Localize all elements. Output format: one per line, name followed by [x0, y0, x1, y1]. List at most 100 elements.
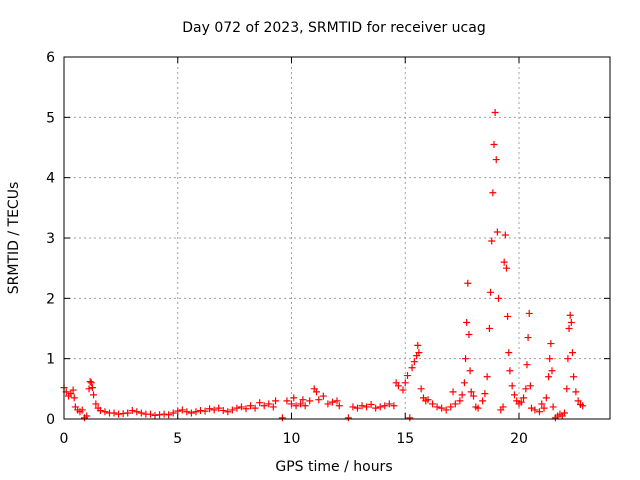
data-point: [504, 312, 512, 320]
data-point: [465, 331, 473, 339]
data-point: [283, 397, 291, 405]
data-point: [485, 325, 493, 332]
data-point: [408, 364, 416, 372]
data-point: [449, 388, 457, 396]
data-point: [269, 403, 277, 411]
y-tick-label: 4: [46, 171, 55, 187]
data-point: [90, 391, 98, 399]
data-point: [572, 388, 580, 396]
y-tick-label: 2: [46, 291, 55, 307]
x-axis-label: GPS time / hours: [275, 459, 392, 475]
data-point: [546, 355, 554, 363]
y-tick-label: 5: [46, 110, 55, 126]
x-tick-label: 20: [510, 431, 528, 447]
data-point: [451, 400, 459, 408]
data-point: [224, 408, 232, 416]
data-point: [531, 406, 539, 414]
data-point: [299, 396, 307, 404]
data-point: [563, 385, 571, 393]
data-point: [251, 404, 259, 412]
data-point: [463, 318, 471, 326]
data-point: [399, 386, 407, 394]
data-point: [381, 402, 389, 410]
data-point: [87, 379, 95, 387]
data-point: [526, 382, 534, 390]
data-point: [474, 404, 482, 412]
data-point: [372, 404, 380, 412]
data-point: [183, 408, 191, 416]
data-point: [256, 399, 264, 407]
data-point: [156, 411, 164, 419]
data-point: [124, 409, 132, 417]
data-point: [506, 367, 514, 375]
data-point: [85, 385, 93, 393]
grid-lines: [64, 57, 610, 419]
data-point: [169, 409, 177, 417]
data-point: [479, 397, 487, 405]
data-point: [456, 397, 464, 405]
data-point: [462, 355, 470, 363]
data-point: [466, 367, 474, 375]
data-point: [292, 402, 300, 410]
x-tick-label: 5: [173, 431, 182, 447]
data-point: [542, 394, 550, 402]
data-point: [488, 237, 496, 245]
data-point: [328, 398, 336, 406]
data-point: [548, 367, 556, 375]
data-point: [564, 355, 572, 363]
data-point: [547, 340, 555, 348]
data-point: [160, 410, 168, 418]
data-point: [313, 388, 321, 396]
data-point: [523, 361, 531, 369]
data-point: [433, 403, 441, 411]
data-point: [499, 403, 507, 411]
data-point: [192, 408, 200, 416]
data-point: [424, 396, 432, 404]
series-srmtid: [60, 109, 587, 422]
tick-labels: 0 5 10 15 20 0 1 2 3 4 5 6: [46, 50, 528, 447]
chart-title: Day 072 of 2023, SRMTID for receiver uca…: [182, 20, 485, 36]
data-point: [489, 189, 497, 197]
data-point: [540, 404, 548, 412]
data-point: [242, 405, 250, 413]
data-point: [495, 294, 503, 302]
data-point: [333, 397, 341, 405]
data-point: [501, 231, 509, 239]
data-point: [570, 373, 578, 381]
data-point: [574, 397, 582, 405]
data-point: [349, 403, 357, 411]
data-point: [522, 385, 530, 393]
data-point: [464, 279, 472, 287]
data-point: [483, 373, 491, 381]
data-point: [508, 382, 516, 390]
data-point: [493, 228, 501, 236]
data-point: [265, 400, 273, 408]
data-point: [487, 288, 495, 296]
y-tick-label: 6: [46, 50, 55, 66]
data-point: [481, 390, 489, 398]
data-point: [344, 414, 352, 422]
data-point: [260, 402, 268, 410]
data-point: [561, 409, 568, 417]
data-point: [490, 140, 498, 148]
data-point: [510, 391, 518, 399]
data-point: [128, 407, 136, 415]
data-point: [502, 264, 510, 272]
data-point: [290, 394, 298, 402]
data-point: [197, 407, 204, 415]
data-point: [174, 407, 182, 415]
data-point: [178, 406, 186, 414]
data-point: [376, 403, 384, 411]
data-point: [137, 409, 145, 417]
data-point: [187, 409, 195, 417]
data-point: [470, 392, 477, 400]
y-axis-label: SRMTID / TECUs: [6, 182, 22, 295]
data-point: [210, 406, 218, 414]
data-point: [414, 341, 422, 349]
data-point: [492, 156, 500, 164]
data-point: [306, 397, 314, 405]
x-tick-label: 10: [283, 431, 301, 447]
data-point: [119, 410, 127, 418]
data-point: [565, 325, 573, 332]
data-point: [78, 406, 86, 414]
